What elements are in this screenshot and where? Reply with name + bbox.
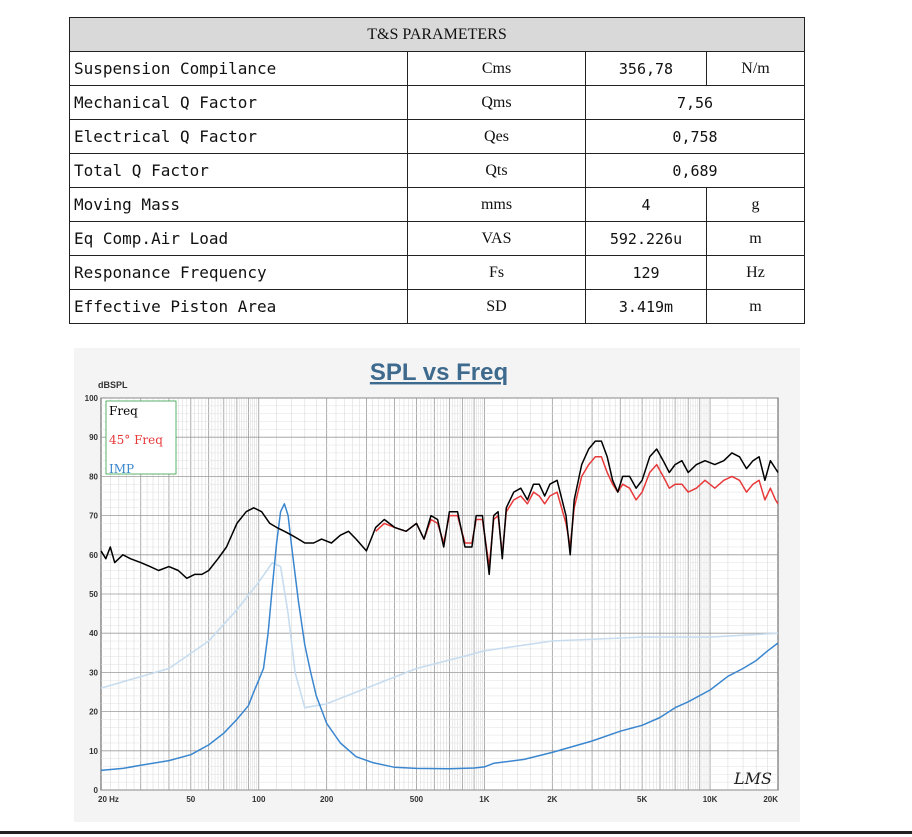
lms-watermark: LMS xyxy=(733,769,772,788)
y-tick-label: 50 xyxy=(89,590,98,599)
param-symbol: VAS xyxy=(407,221,586,256)
x-tick-label: 2K xyxy=(547,795,557,804)
series-line-freq xyxy=(100,440,779,580)
chart-grid xyxy=(100,397,779,791)
param-name: Moving Mass xyxy=(69,187,408,222)
x-tick-label: 5K xyxy=(637,795,647,804)
param-name: Effective Piston Area xyxy=(69,289,408,324)
y-tick-label: 100 xyxy=(85,394,99,403)
y-tick-label: 20 xyxy=(89,708,98,717)
y-tick-label: 70 xyxy=(89,512,98,521)
table-row: Electrical Q Factor Qes 0,758 xyxy=(69,119,806,154)
table-row: Moving Mass mms 4 g xyxy=(69,187,806,222)
y-tick-label: 30 xyxy=(89,668,98,677)
y-tick-label: 10 xyxy=(89,747,98,756)
param-unit: g xyxy=(705,187,806,222)
x-tick-label: 20K xyxy=(763,795,778,804)
param-value: 7,56 xyxy=(584,85,806,120)
param-symbol: SD xyxy=(407,289,586,324)
param-name: Mechanical Q Factor xyxy=(69,85,408,120)
table-row: Effective Piston Area SD 3.419m m xyxy=(69,289,806,324)
table-row: Responance Frequency Fs 129 Hz xyxy=(69,255,806,290)
param-unit: m xyxy=(705,221,806,256)
param-symbol: Qms xyxy=(407,85,586,120)
param-value: 0,689 xyxy=(584,153,806,188)
param-unit: Hz xyxy=(705,255,806,290)
spl-chart-panel: SPL vs Freq dBSPL 0 10 20 30 40 50 60 70 80 90 100… xyxy=(74,348,800,822)
param-symbol: Fs xyxy=(407,255,586,290)
param-symbol: mms xyxy=(407,187,586,222)
x-tick-label: 10K xyxy=(703,795,718,804)
param-value: 0,758 xyxy=(584,119,806,154)
y-tick-label: 0 xyxy=(94,786,99,795)
y-tick-label: 60 xyxy=(89,551,98,560)
chart-series xyxy=(100,440,779,772)
param-value: 356,78 xyxy=(585,51,707,86)
param-unit: m xyxy=(705,289,806,324)
y-tick-label: 80 xyxy=(89,472,98,481)
legend-entry: 45° Freq xyxy=(109,433,163,447)
param-symbol: Qes xyxy=(407,119,586,154)
y-tick-label: 90 xyxy=(89,433,98,442)
chart-ticks: 0 10 20 30 40 50 60 70 80 90 100 20 Hz 50 100 200 500 1K… xyxy=(85,394,779,804)
table-title: T&S PARAMETERS xyxy=(68,17,806,52)
param-value: 592.226u xyxy=(585,221,707,256)
param-symbol: Qts xyxy=(407,153,586,188)
x-tick-label: 20 Hz xyxy=(98,795,119,804)
table-row: Total Q Factor Qts 0,689 xyxy=(69,153,806,188)
chart-title: SPL vs Freq xyxy=(370,359,508,386)
x-tick-label: 200 xyxy=(320,795,334,804)
chart-legend: Freq 45° Freq IMP xyxy=(105,400,177,476)
page-bottom-rule xyxy=(0,831,912,834)
y-axis-label: dBSPL xyxy=(98,380,128,390)
param-name: Electrical Q Factor xyxy=(69,119,408,154)
table-row: Suspension Compilance Cms 356,78 N/m xyxy=(69,51,806,86)
param-name: Total Q Factor xyxy=(69,153,408,188)
spl-vs-freq-chart: SPL vs Freq dBSPL 0 10 20 30 40 50 60 70 80 90 100… xyxy=(85,359,779,804)
param-value: 3.419m xyxy=(585,289,707,324)
y-tick-label: 40 xyxy=(89,629,98,638)
series-line-imp xyxy=(100,503,779,772)
x-tick-label: 100 xyxy=(252,795,266,804)
param-value: 129 xyxy=(585,255,707,290)
param-symbol: Cms xyxy=(407,51,586,86)
legend-entry: IMP xyxy=(109,462,134,476)
param-name: Responance Frequency xyxy=(69,255,408,290)
x-tick-label: 1K xyxy=(479,795,489,804)
table-row: Eq Comp.Air Load VAS 592.226u m xyxy=(69,221,806,256)
x-tick-label: 500 xyxy=(410,795,424,804)
param-name: Eq Comp.Air Load xyxy=(69,221,408,256)
legend-box xyxy=(105,400,177,475)
table-row: Mechanical Q Factor Qms 7,56 xyxy=(69,85,806,120)
x-tick-label: 50 xyxy=(186,795,195,804)
param-name: Suspension Compilance xyxy=(69,51,408,86)
param-value: 4 xyxy=(585,187,707,222)
series-line-imp-light xyxy=(100,561,779,709)
ts-parameters-table: T&S PARAMETERS Suspension Compilance Cms 3… xyxy=(68,17,806,324)
legend-entry: Freq xyxy=(109,404,138,418)
param-unit: N/m xyxy=(705,51,806,86)
